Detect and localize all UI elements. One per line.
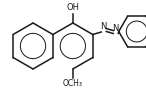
Text: OCH₃: OCH₃ xyxy=(63,79,83,89)
Text: N: N xyxy=(113,24,119,33)
Text: N: N xyxy=(101,22,107,31)
Text: OH: OH xyxy=(66,3,79,12)
